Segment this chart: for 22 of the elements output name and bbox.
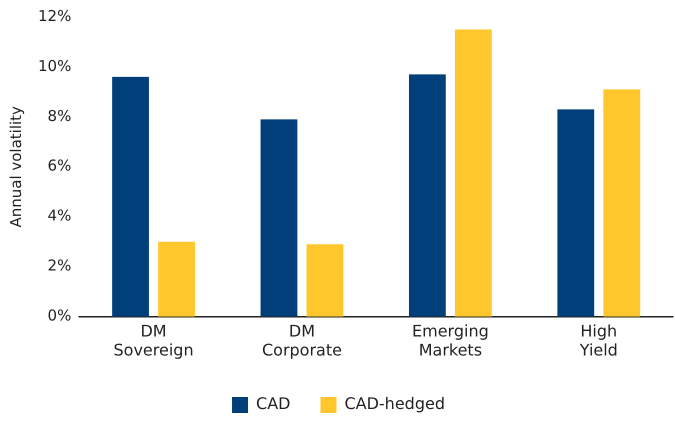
bar (306, 244, 344, 317)
bar (557, 109, 594, 317)
y-tick-label: 0% (48, 306, 72, 324)
x-tick-label: DM Sovereign (114, 321, 194, 360)
y-axis-title: Annual volatility (6, 106, 25, 228)
x-tick-label: DM Corporate (262, 321, 342, 360)
y-tick-label: 6% (48, 156, 72, 175)
legend-label: CAD-hedged (344, 394, 445, 414)
y-tick-label: 4% (48, 206, 72, 225)
bar (454, 29, 492, 317)
x-tick-label: Emerging Markets (412, 321, 489, 360)
bar (158, 242, 195, 317)
y-tick-label: 12% (38, 6, 72, 25)
bar (260, 119, 298, 317)
y-tick-label: 8% (48, 106, 72, 125)
bar (603, 89, 640, 317)
legend-label: CAD (256, 394, 290, 414)
bar (112, 76, 149, 317)
x-tick-label: High Yield (578, 321, 618, 360)
bar (408, 74, 446, 317)
y-tick-label: 2% (48, 256, 72, 275)
y-tick-label: 10% (38, 56, 72, 75)
